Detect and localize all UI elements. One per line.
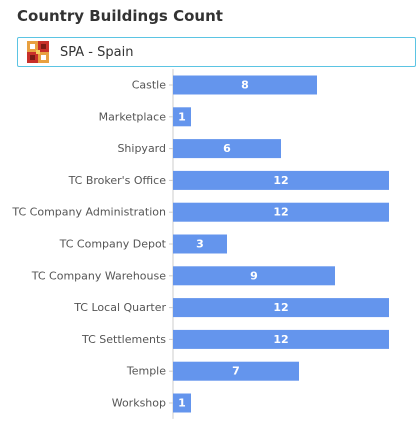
category-label: Workshop	[112, 397, 166, 410]
country-dropdown-value: SPA - Spain	[60, 44, 134, 60]
bar[interactable]	[173, 298, 389, 318]
bar[interactable]	[173, 393, 191, 413]
bar-value-label: 12	[273, 206, 288, 219]
bar-value-label: 3	[196, 238, 204, 251]
bar-value-label: 7	[232, 365, 240, 378]
bar-value-label: 6	[223, 142, 231, 155]
chart-title: Country Buildings Count	[17, 7, 223, 25]
category-label: TC Settlements	[81, 333, 166, 346]
bar[interactable]	[173, 202, 389, 222]
country-dropdown[interactable]: SPA - Spain	[17, 37, 416, 67]
category-label: Castle	[132, 79, 167, 92]
category-label: Shipyard	[117, 142, 166, 155]
category-label: TC Company Depot	[59, 238, 167, 251]
bar-value-label: 8	[241, 79, 249, 92]
bar[interactable]	[173, 75, 317, 95]
bar-value-label: 12	[273, 301, 288, 314]
bar[interactable]	[173, 329, 389, 349]
bar-value-label: 12	[273, 174, 288, 187]
bar[interactable]	[173, 266, 335, 286]
bar-value-label: 1	[178, 397, 186, 410]
category-label: TC Broker's Office	[68, 174, 167, 187]
spain-flag-icon	[27, 41, 49, 63]
category-label: TC Company Warehouse	[31, 269, 166, 282]
bar[interactable]	[173, 139, 281, 159]
bar-value-label: 12	[273, 333, 288, 346]
bar[interactable]	[173, 107, 191, 127]
category-label: Temple	[126, 365, 166, 378]
category-label: TC Company Administration	[11, 206, 166, 219]
bar[interactable]	[173, 361, 299, 381]
category-label: Marketplace	[99, 110, 167, 123]
bar[interactable]	[173, 170, 389, 190]
bar-value-label: 1	[178, 110, 186, 123]
bar-value-label: 9	[250, 269, 258, 282]
category-label: TC Local Quarter	[73, 301, 166, 314]
bar[interactable]	[173, 234, 227, 254]
